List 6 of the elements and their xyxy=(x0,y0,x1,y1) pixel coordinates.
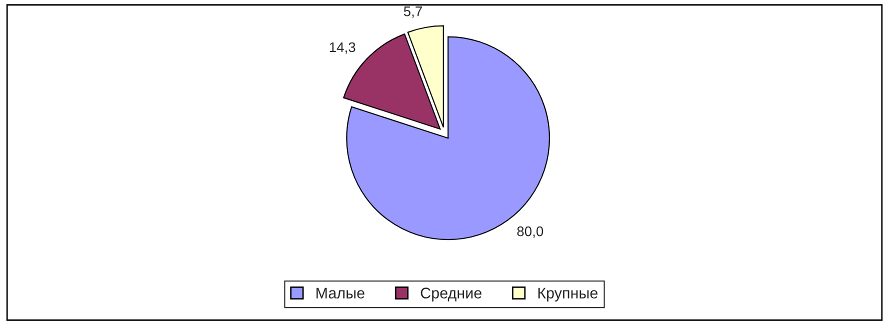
data-label: 80,0 xyxy=(517,226,544,238)
data-label: 5,7 xyxy=(404,6,422,18)
legend-label: Малые xyxy=(316,288,364,298)
data-label: 14,3 xyxy=(330,42,356,54)
legend-label: Крупные xyxy=(538,288,598,302)
legend-label: Средние xyxy=(420,288,482,302)
